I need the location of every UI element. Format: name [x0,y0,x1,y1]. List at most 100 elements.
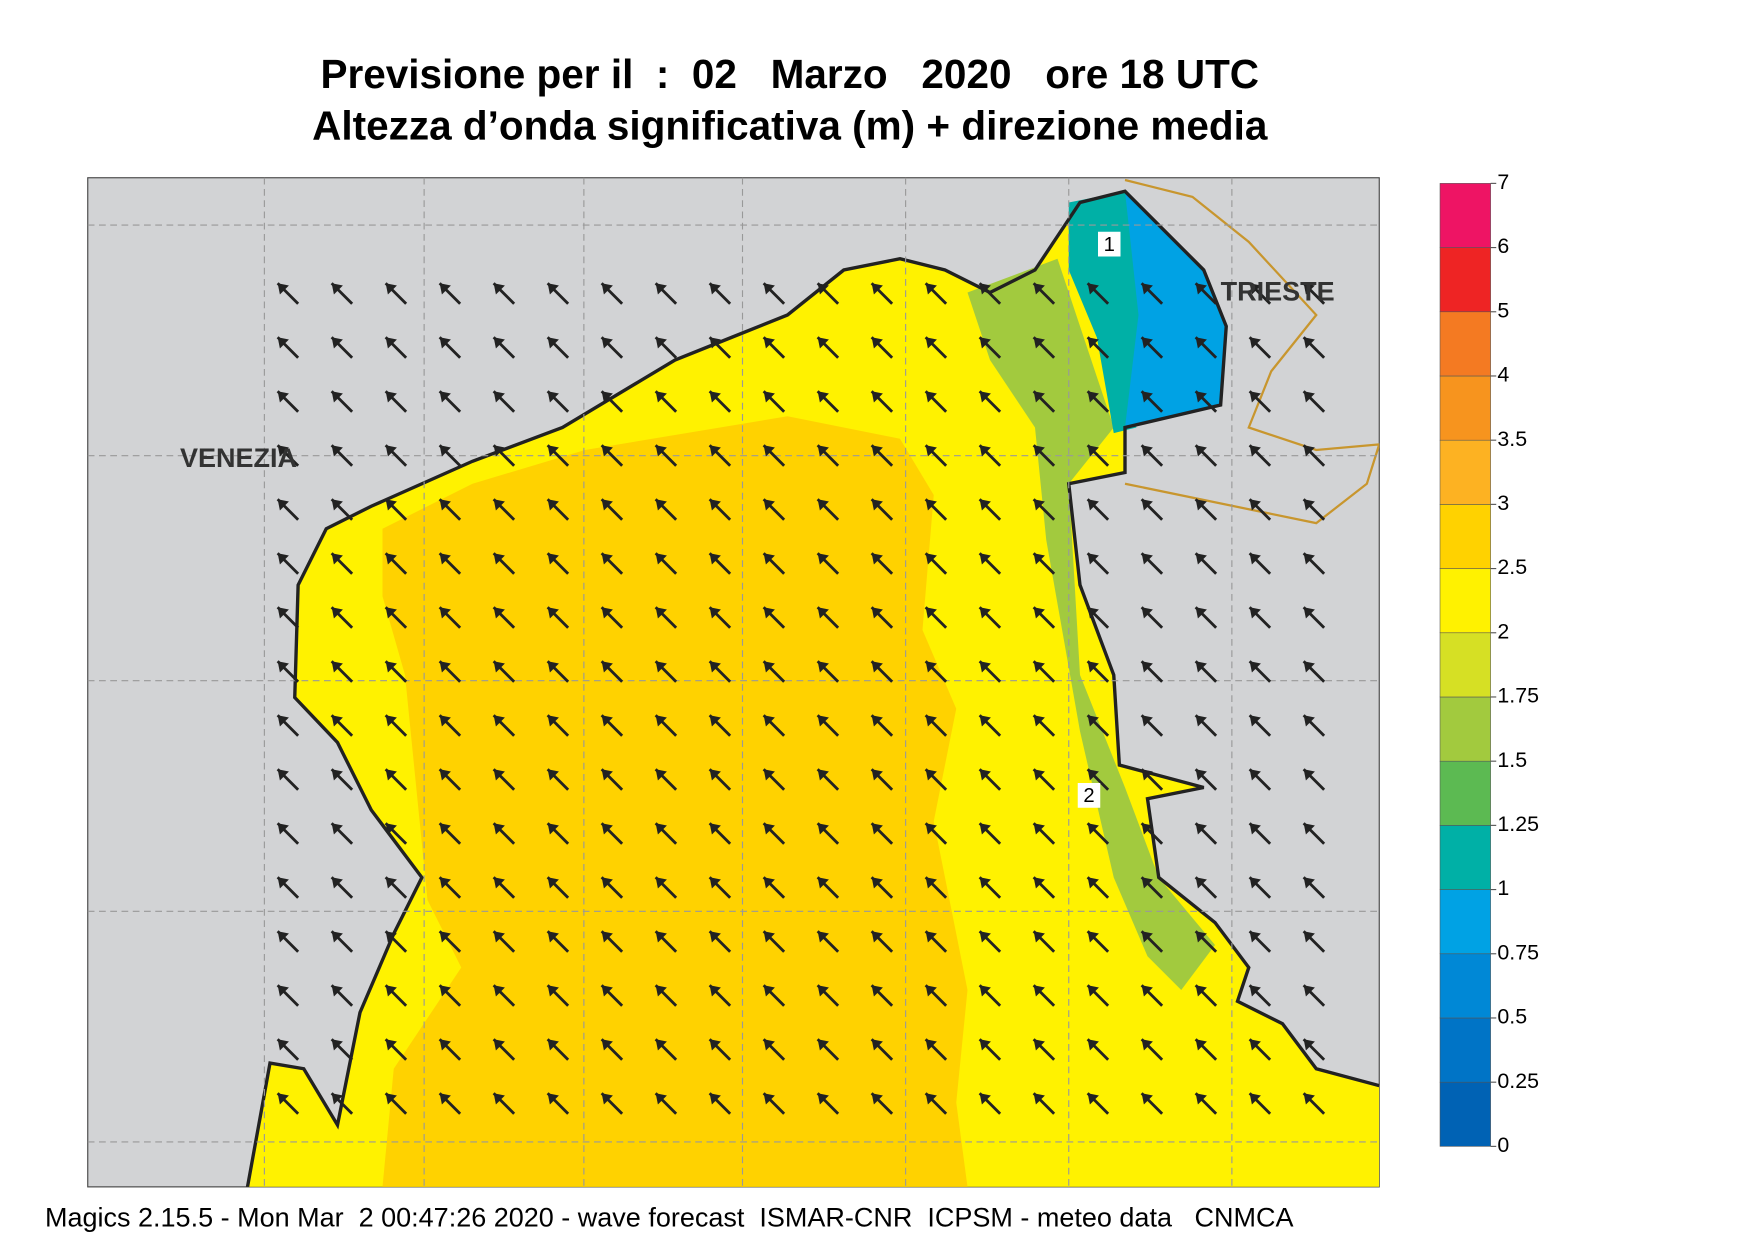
arrow-head [817,337,829,349]
arrow-head [763,931,775,943]
direction-arrows [276,282,1326,1115]
arrow-head [277,985,289,997]
arrow-head [439,283,451,295]
arrow-head [1033,769,1045,781]
arrow-head [1195,607,1207,619]
arrow-head [1249,715,1261,727]
arrow-head [1195,1093,1207,1105]
arrow-head [1195,931,1207,943]
arrow-head [817,283,829,295]
subtitle: Altezza d’onda significativa (m) + direz… [312,103,1268,149]
arrow-head [1141,445,1153,457]
graticule [87,177,1380,1187]
arrow-head [925,823,937,835]
arrow-head [817,445,829,457]
arrow-head [331,715,343,727]
arrow-head [655,553,667,565]
arrow-head [1141,661,1153,673]
arrow-head [547,931,559,943]
arrow-head [439,715,451,727]
arrow-head [1033,931,1045,943]
map-body [87,177,1380,1187]
arrow-head [817,931,829,943]
arrow-head [1141,499,1153,511]
arrow-head [1087,985,1099,997]
arrow-head [1195,553,1207,565]
arrow-head [1249,769,1261,781]
arrow-head [1087,391,1099,403]
arrow-head [871,877,883,889]
colorbar-label: 3 [1497,491,1509,515]
arrow-head [277,1039,289,1051]
arrow-head [1033,823,1045,835]
arrow-head [709,931,721,943]
arrow-head [493,283,505,295]
arrow-head [763,1093,775,1105]
arrow-head [979,607,991,619]
arrow-head [1249,445,1261,457]
arrow-head [1195,337,1207,349]
arrow-head [925,553,937,565]
arrow-head [1195,1039,1207,1051]
arrow-head [385,499,397,511]
colorbar-label: 4 [1497,363,1509,387]
arrow-head [439,553,451,565]
arrow-head [655,769,667,781]
arrow-head [331,391,343,403]
arrow-head [493,823,505,835]
arrow-head [709,769,721,781]
colorbar-segment [1439,825,1491,890]
arrow-head [817,715,829,727]
arrow-head [871,607,883,619]
arrow-head [385,931,397,943]
arrow-head [601,985,613,997]
arrow-head [871,931,883,943]
arrow-head [601,607,613,619]
arrow-head [871,1093,883,1105]
arrow-head [1195,445,1207,457]
arrow-head [709,1039,721,1051]
colorbar-label: 1.25 [1497,812,1539,836]
arrow-head [1303,931,1315,943]
arrow-head [1249,985,1261,997]
arrow-head [871,283,883,295]
arrow-head [1087,661,1099,673]
arrow-head [439,391,451,403]
arrow-head [1303,715,1315,727]
arrow-head [547,283,559,295]
arrow-head [1141,553,1153,565]
colorbar-segment [1439,632,1491,698]
arrow-head [655,337,667,349]
arrow-head [385,283,397,295]
arrow-head [1249,337,1261,349]
arrow-head [655,931,667,943]
arrow-head [385,553,397,565]
arrow-head [1087,769,1099,781]
colorbar-label: 0.25 [1497,1069,1539,1093]
arrow-head [763,445,775,457]
arrow-head [1249,661,1261,673]
arrow-head [925,337,937,349]
arrow-head [493,985,505,997]
arrow-head [763,715,775,727]
arrow-head [1141,823,1153,835]
arrow-head [547,337,559,349]
arrow-head [1303,823,1315,835]
arrow-head [547,985,559,997]
arrow-head [1141,607,1153,619]
arrow-head [871,769,883,781]
arrow-head [979,337,991,349]
arrow-head [1195,661,1207,673]
arrow-head [817,499,829,511]
arrow-head [493,337,505,349]
title: Previsione per il : 02 Marzo 2020 ore 18… [320,51,1259,97]
arrow-head [547,553,559,565]
arrow-head [331,661,343,673]
sea-mid [967,258,1215,990]
arrow-head [493,715,505,727]
arrow-head [1033,553,1045,565]
arrow-head [1087,823,1099,835]
arrow-head [277,553,289,565]
arrow-head [925,499,937,511]
